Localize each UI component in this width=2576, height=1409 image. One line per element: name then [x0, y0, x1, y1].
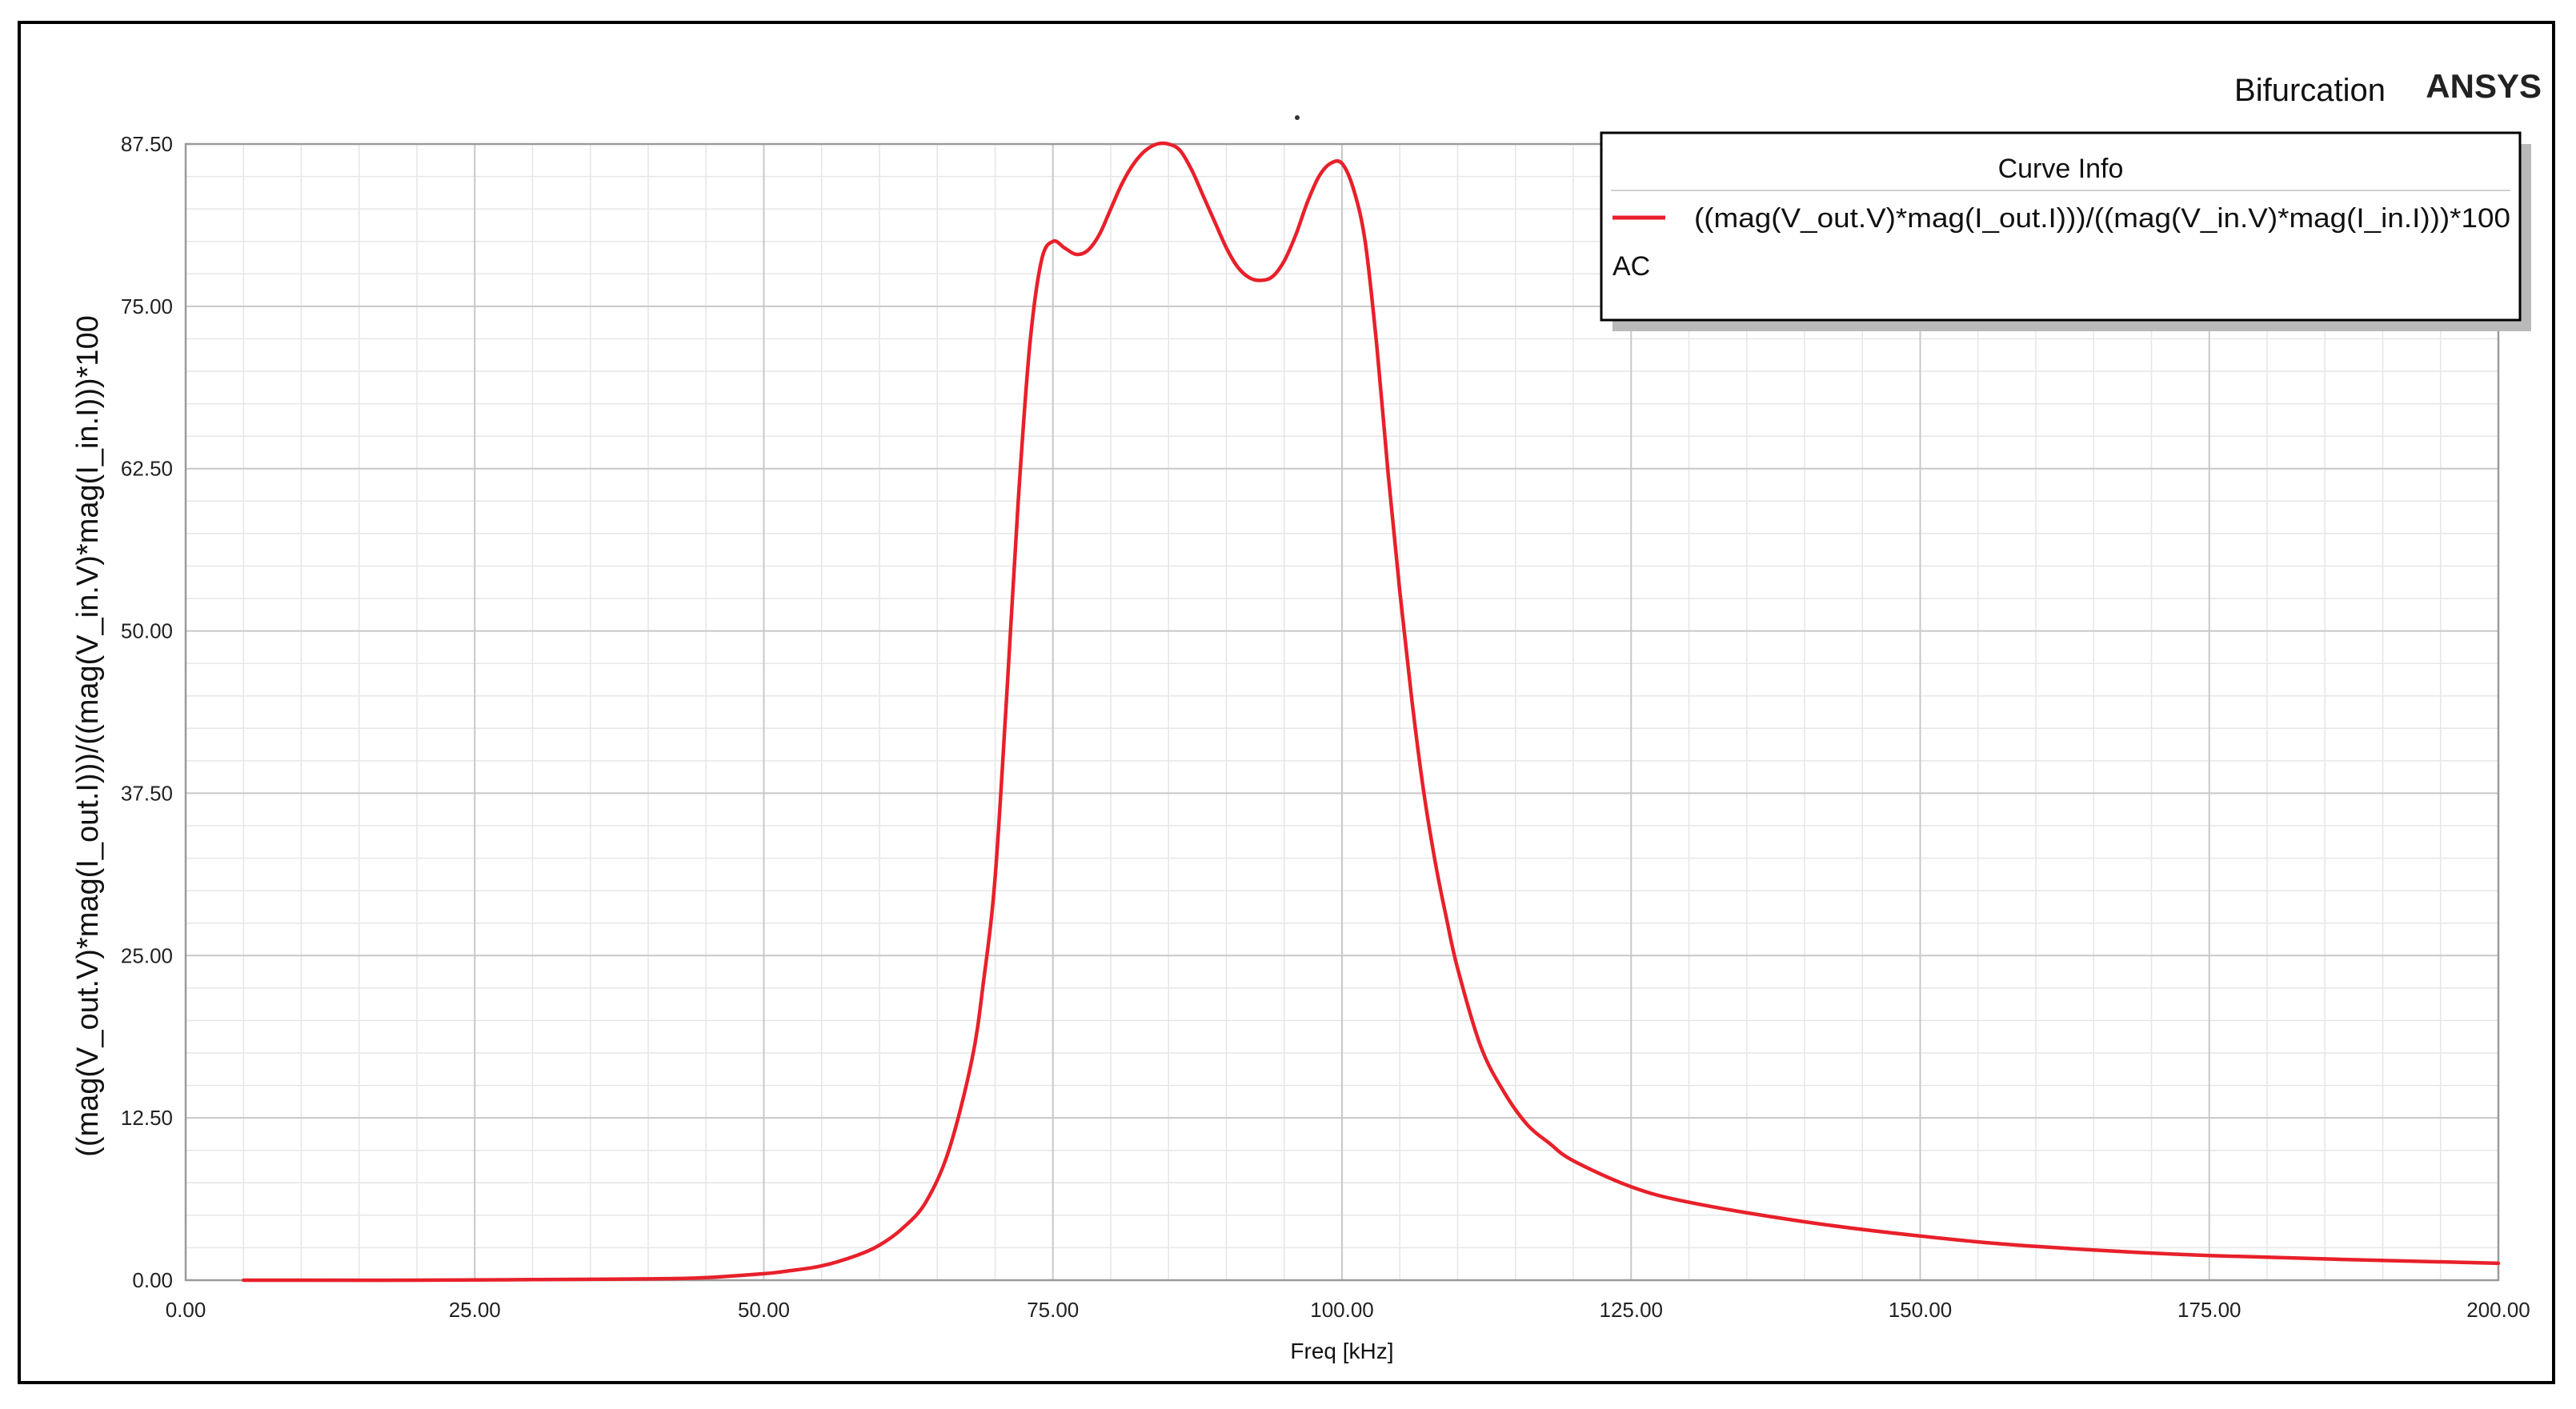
y-tick-labels: 0.00 12.50 25.00 37.50 50.00 62.50 75.00 87.50 [121, 132, 173, 1292]
y-tick-label: 75.00 [121, 294, 173, 318]
legend-entry-sub: AC [1613, 251, 1650, 282]
y-tick-label: 50.00 [121, 619, 173, 643]
x-tick-label: 100.00 [1310, 1298, 1374, 1322]
chart-title: Bifurcation [2234, 73, 2386, 108]
x-tick-label: 75.00 [1027, 1298, 1079, 1322]
legend-box[interactable]: Curve Info ((mag(V_out.V)*mag(I_out.I)))… [1600, 131, 2531, 331]
legend-background [1600, 131, 2522, 322]
y-axis-title: ((mag(V_out.V)*mag(I_out.I)))/((mag(V_in… [71, 315, 105, 1157]
legend-title: Curve Info [1998, 154, 2124, 184]
x-tick-label: 175.00 [2177, 1298, 2241, 1322]
x-tick-label: 50.00 [738, 1298, 790, 1322]
series-line [242, 141, 2501, 1283]
y-tick-label: 12.50 [121, 1106, 173, 1130]
y-tick-label: 87.50 [121, 132, 173, 156]
y-tick-label: 25.00 [121, 943, 173, 967]
y-tick-label: 37.50 [121, 781, 173, 805]
chart-frame: 0.00 25.00 50.00 75.00 100.00 125.00 150.00 175… [18, 21, 2555, 1384]
chart-svg: 0.00 25.00 50.00 75.00 100.00 125.00 150.00 175… [71, 67, 2542, 1363]
y-tick-label: 62.50 [121, 457, 173, 481]
x-tick-label: 125.00 [1599, 1298, 1663, 1322]
plot-area-border [184, 142, 2500, 1282]
x-axis-title: Freq [kHz] [1290, 1339, 1393, 1363]
legend-entry-label: ((mag(V_out.V)*mag(I_out.I)))/((mag(V_in… [1694, 203, 2510, 234]
x-tick-labels: 0.00 25.00 50.00 75.00 100.00 125.00 150.00 175… [166, 1298, 2530, 1322]
brand-logo: ANSYS [2426, 67, 2542, 105]
y-tick-label: 0.00 [132, 1268, 173, 1292]
x-tick-label: 150.00 [1889, 1298, 1953, 1322]
x-tick-label: 0.00 [166, 1298, 206, 1322]
stray-dot-marker [1295, 115, 1300, 120]
x-tick-label: 25.00 [449, 1298, 501, 1322]
x-tick-label: 200.00 [2466, 1298, 2530, 1322]
